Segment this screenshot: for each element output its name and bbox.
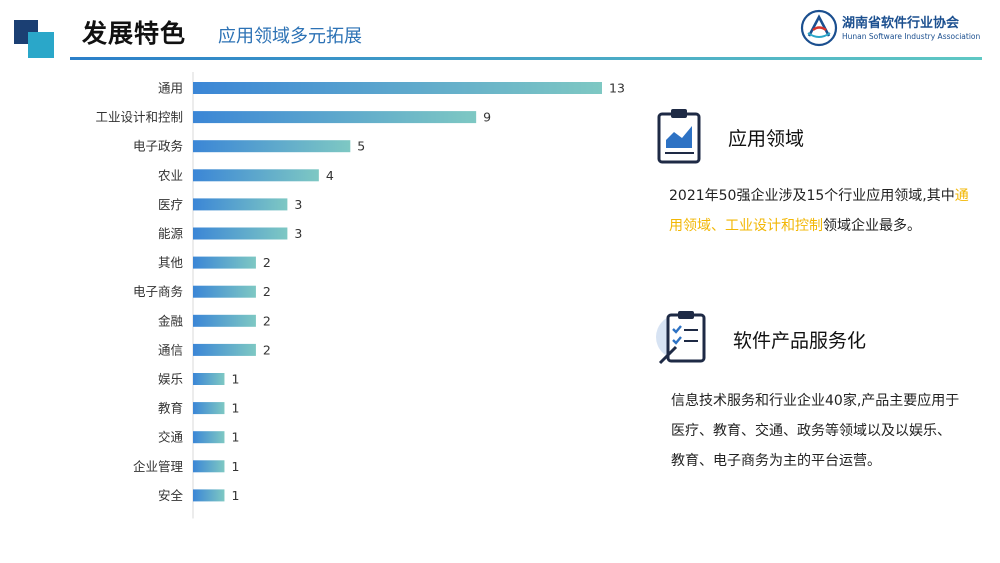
category-label: 企业管理 — [133, 459, 184, 474]
bar — [193, 460, 225, 473]
bar — [193, 140, 351, 153]
category-label: 工业设计和控制 — [95, 110, 183, 125]
value-label: 5 — [357, 139, 365, 154]
value-label: 3 — [294, 226, 302, 241]
bar — [193, 198, 288, 211]
category-label: 安全 — [158, 488, 184, 503]
bar-chart: 通用 13 工业设计和控制 9 电子政务 5 农业 4 医疗 3 能源 3 其他 2 电子商务 2 金融 2 通信 2… — [95, 72, 625, 519]
clipboard-chart-icon — [657, 109, 701, 164]
bar — [193, 489, 225, 502]
panel1-text-after: 领域企业最多。 — [823, 218, 921, 234]
value-label: 4 — [326, 168, 334, 183]
page-subtitle: 应用领域多元拓展 — [218, 26, 362, 47]
value-label: 1 — [231, 488, 239, 503]
bar — [193, 82, 602, 94]
panel1-highlight: 通用领域、工业设计和控制 — [669, 188, 969, 234]
association-logo: 湖南省软件行业协会 Hunan Software Industry Associ… — [800, 9, 990, 49]
category-label: 电子政务 — [133, 139, 183, 154]
bar — [193, 111, 477, 124]
bar — [193, 256, 256, 269]
association-name: 湖南省软件行业协会 — [842, 16, 960, 31]
value-label: 2 — [263, 313, 271, 328]
value-label: 13 — [609, 81, 625, 96]
category-label: 教育 — [158, 401, 183, 416]
category-label: 农业 — [158, 168, 183, 183]
category-label: 其他 — [158, 255, 184, 270]
category-label: 金融 — [158, 313, 184, 328]
category-label: 医疗 — [158, 197, 183, 212]
panel1-title: 应用领域 — [728, 128, 805, 150]
category-label: 通用 — [158, 81, 183, 96]
category-label: 娱乐 — [158, 372, 183, 387]
clipboard-checklist-icon — [656, 311, 706, 365]
value-label: 1 — [231, 430, 239, 445]
page-title: 发展特色 — [82, 19, 187, 48]
bar — [193, 169, 319, 182]
bar — [193, 431, 225, 444]
bar — [193, 314, 256, 327]
panel1-text: 2021年50强企业涉及15个行业应用领域,其中通用领域、工业设计和控制领域企业… — [669, 181, 969, 241]
bar — [193, 285, 256, 298]
category-label: 能源 — [158, 226, 184, 241]
header: 发展特色 应用领域多元拓展 湖南省软件行业协会 Hunan Software I… — [0, 0, 1000, 64]
panel2-text: 信息技术服务和行业企业40家,产品主要应用于医疗、教育、交通、政务等领域以及以娱… — [671, 393, 960, 469]
logo-squares-icon — [14, 20, 58, 64]
panel2-title: 软件产品服务化 — [733, 330, 867, 352]
value-label: 2 — [263, 342, 271, 357]
bar — [193, 343, 256, 356]
header-divider — [70, 57, 982, 60]
bar — [193, 373, 225, 385]
value-label: 2 — [263, 284, 271, 299]
value-label: 2 — [263, 255, 271, 270]
value-label: 1 — [231, 401, 239, 416]
panel1-text-before: 2021年50强企业涉及15个行业应用领域,其中 — [669, 188, 955, 204]
bar — [193, 402, 225, 415]
value-label: 1 — [231, 372, 239, 387]
category-label: 交通 — [158, 430, 184, 445]
value-label: 3 — [294, 197, 302, 212]
association-name-en: Hunan Software Industry Association — [842, 32, 981, 41]
association-emblem-icon — [800, 9, 838, 47]
value-label: 9 — [483, 110, 491, 125]
category-label: 电子商务 — [133, 284, 183, 299]
bar — [193, 227, 288, 240]
value-label: 1 — [231, 459, 239, 474]
category-label: 通信 — [158, 342, 183, 357]
